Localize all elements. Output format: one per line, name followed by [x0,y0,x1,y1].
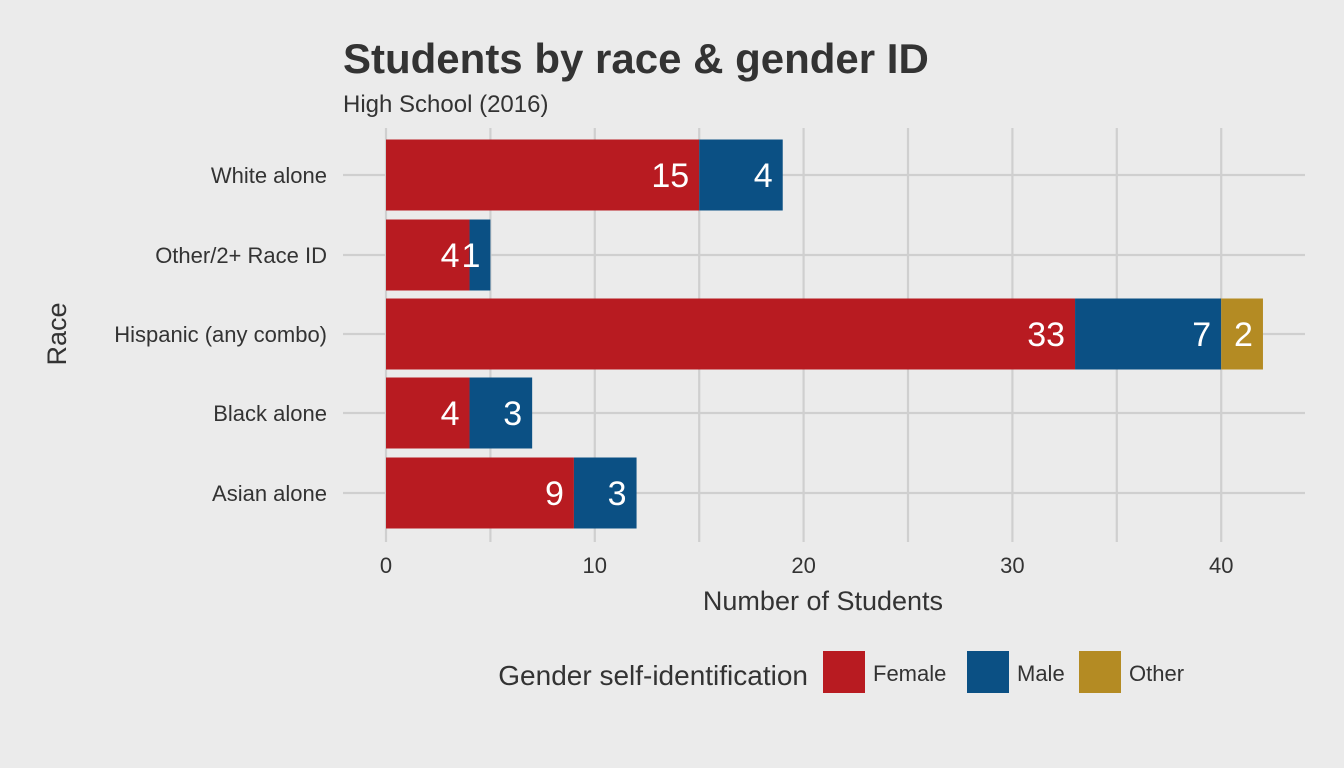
y-tick-label: Hispanic (any combo) [114,322,327,347]
bar-male [469,377,533,449]
x-axis-title: Number of Students [703,586,943,616]
bar-layer [386,139,1263,529]
data-label: 4 [441,237,460,275]
x-tick-label: 30 [1000,553,1024,578]
chart-subtitle: High School (2016) [343,91,548,118]
data-label: 4 [754,157,773,195]
data-label: 3 [503,395,522,433]
legend-swatch-other [1079,651,1121,693]
bar-male [1075,298,1222,370]
legend-label-female: Female [873,661,946,686]
data-label: 7 [1192,316,1211,354]
x-tick-label: 0 [380,553,392,578]
data-label: 1 [461,237,480,275]
data-label: 9 [545,475,564,513]
legend-title: Gender self-identification [498,660,808,691]
bar-female [386,377,470,449]
legend: Gender self-identification Female Male Oth… [498,651,1184,693]
bar-female [386,457,574,529]
data-label: 33 [1027,316,1065,354]
axis-layer: White alone Other/2+ Race ID Hispanic (any… [114,163,1233,578]
y-axis-title: Race [42,302,72,365]
bar-female [386,298,1076,370]
legend-swatch-male [967,651,1009,693]
chart-title: Students by race & gender ID [343,35,929,82]
legend-label-other: Other [1129,661,1184,686]
legend-swatch-female [823,651,865,693]
data-label: 15 [651,157,689,195]
bar-other [1221,298,1263,370]
x-tick-label: 20 [791,553,815,578]
bar-female [386,139,700,211]
x-tick-label: 10 [583,553,607,578]
data-label: 3 [608,475,627,513]
bar-male [699,139,783,211]
y-tick-label: White alone [211,163,327,188]
data-label: 4 [441,395,460,433]
y-tick-label: Asian alone [212,481,327,506]
legend-label-male: Male [1017,661,1065,686]
data-label-layer: 15 44 133 7 24 39 3 [441,157,1253,513]
bar-female [386,219,470,291]
y-tick-label: Black alone [213,401,327,426]
bar-male [469,219,491,291]
data-label: 2 [1234,316,1253,354]
bar-male [573,457,637,529]
x-tick-label: 40 [1209,553,1233,578]
y-tick-label: Other/2+ Race ID [155,243,327,268]
